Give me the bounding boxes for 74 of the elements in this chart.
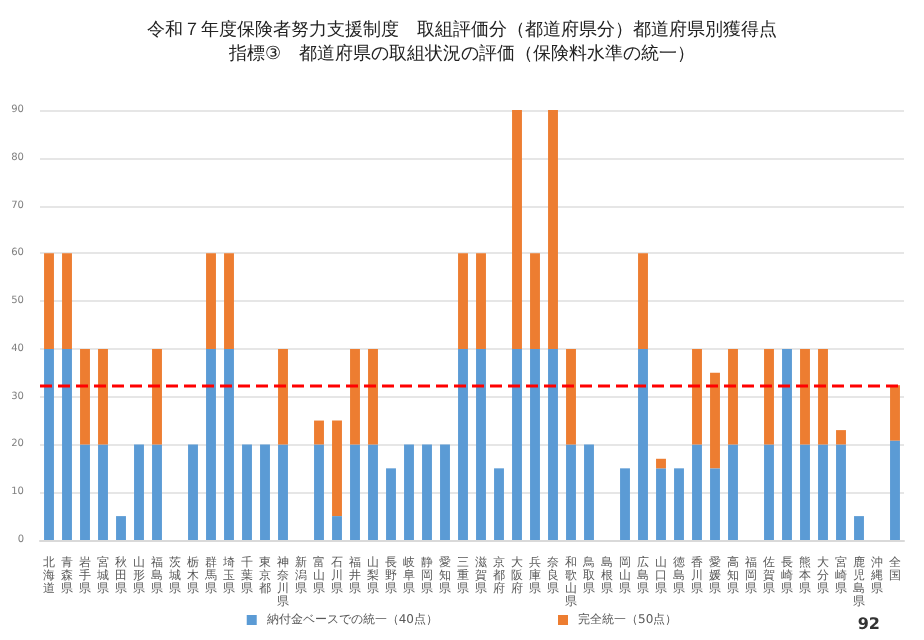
bar	[440, 444, 450, 540]
bar	[152, 444, 162, 540]
bar	[98, 444, 108, 540]
bar	[836, 444, 846, 540]
bar	[530, 253, 540, 349]
bar	[566, 348, 576, 445]
bar	[314, 420, 324, 445]
bar	[548, 110, 558, 349]
bar	[782, 348, 792, 540]
bar	[368, 348, 378, 445]
bar	[584, 444, 594, 540]
bar	[710, 372, 720, 469]
bar	[512, 348, 522, 540]
bar	[62, 253, 72, 349]
bar	[458, 348, 468, 540]
chart-subtitle: 指標③ 都道府県の取組状況の評価（保険料水準の統一）	[226, 43, 696, 65]
bar	[404, 444, 414, 540]
bar	[764, 444, 774, 540]
bar	[152, 348, 162, 445]
bar	[674, 468, 684, 540]
bar	[800, 444, 810, 540]
bar	[332, 420, 342, 517]
bar	[278, 348, 288, 445]
bar	[116, 516, 126, 540]
bar	[728, 348, 738, 445]
bar	[206, 348, 216, 540]
bar	[548, 348, 558, 540]
bar	[692, 348, 702, 445]
bar	[350, 348, 360, 445]
bar	[764, 348, 774, 445]
bar	[44, 348, 54, 540]
bar	[224, 348, 234, 540]
bar	[494, 468, 504, 540]
chart-title: 令和７年度保険者努力支援制度 取組評価分（都道府県分）都道府県別獲得点	[147, 19, 777, 41]
bar	[332, 516, 342, 540]
bar	[890, 385, 900, 441]
bar	[512, 110, 522, 349]
bar	[476, 253, 486, 349]
bar	[692, 444, 702, 540]
bar	[818, 444, 828, 540]
bar	[350, 444, 360, 540]
bar	[44, 253, 54, 349]
bar	[890, 440, 900, 540]
bar	[98, 348, 108, 445]
bar	[188, 444, 198, 540]
bar	[728, 444, 738, 540]
bar	[62, 348, 72, 540]
bar	[818, 348, 828, 445]
bar	[566, 444, 576, 540]
bar	[476, 348, 486, 540]
bar	[278, 444, 288, 540]
bar	[458, 253, 468, 349]
bar	[710, 468, 720, 540]
bar	[368, 444, 378, 540]
bar	[530, 348, 540, 540]
bar	[314, 444, 324, 540]
bar	[854, 516, 864, 540]
bar	[638, 348, 648, 540]
bar	[260, 444, 270, 540]
bar	[80, 348, 90, 445]
bar	[656, 468, 666, 540]
bar	[206, 253, 216, 349]
bar	[800, 348, 810, 445]
bar	[386, 468, 396, 540]
text: 92	[857, 615, 881, 633]
bar	[224, 253, 234, 349]
bar	[242, 444, 252, 540]
bar	[620, 468, 630, 540]
bar	[656, 458, 666, 469]
bar	[422, 444, 432, 540]
bar	[134, 444, 144, 540]
bar	[80, 444, 90, 540]
bar	[638, 253, 648, 349]
bar	[836, 430, 846, 445]
